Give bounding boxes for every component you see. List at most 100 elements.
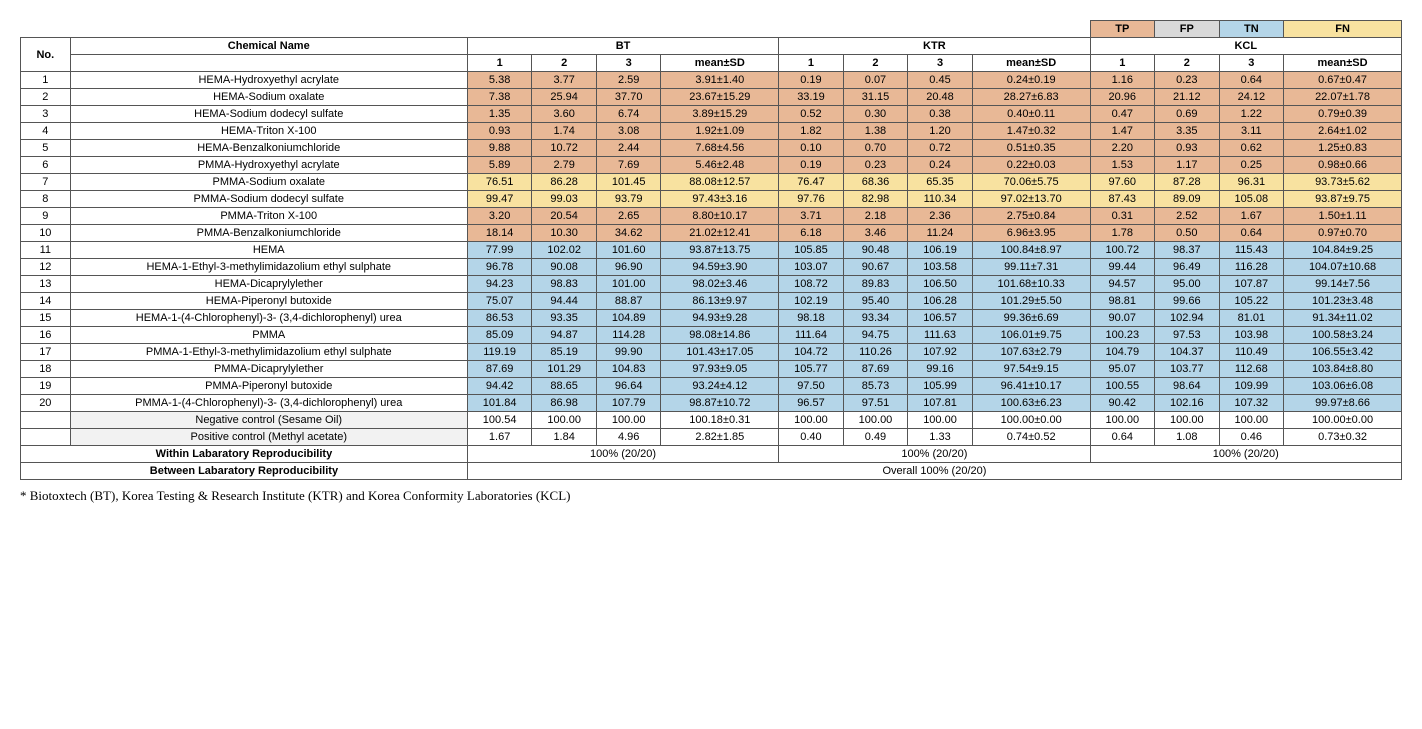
value-cell: 115.43 (1219, 242, 1284, 259)
chemical-name: PMMA-Benzalkoniumchloride (70, 225, 467, 242)
value-cell: 90.07 (1090, 310, 1155, 327)
value-cell: 99.90 (596, 344, 661, 361)
value-cell: 100.00 (596, 412, 661, 429)
value-cell: 102.02 (532, 242, 597, 259)
mean-sd: 93.87±9.75 (1284, 191, 1402, 208)
chemical-name: PMMA-Sodium dodecyl sulfate (70, 191, 467, 208)
mean-sd: 0.73±0.32 (1284, 429, 1402, 446)
value-cell: 97.76 (779, 191, 844, 208)
value-cell: 99.44 (1090, 259, 1155, 276)
value-cell: 103.07 (779, 259, 844, 276)
value-cell: 89.09 (1155, 191, 1220, 208)
value-cell: 0.70 (843, 140, 908, 157)
mean-sd: 104.84±9.25 (1284, 242, 1402, 259)
mean-sd: 97.54±9.15 (972, 361, 1090, 378)
mean-sd: 94.93±9.28 (661, 310, 779, 327)
value-cell: 31.15 (843, 89, 908, 106)
value-cell: 106.19 (908, 242, 973, 259)
value-cell: 95.40 (843, 293, 908, 310)
value-cell: 0.07 (843, 72, 908, 89)
table-row: 6PMMA-Hydroxyethyl acrylate5.892.797.695… (21, 157, 1402, 174)
value-cell: 34.62 (596, 225, 661, 242)
value-cell: 3.46 (843, 225, 908, 242)
value-cell: 2.52 (1155, 208, 1220, 225)
value-cell: 94.42 (467, 378, 532, 395)
value-cell: 98.37 (1155, 242, 1220, 259)
mean-sd: 6.96±3.95 (972, 225, 1090, 242)
value-cell: 105.08 (1219, 191, 1284, 208)
mean-sd: 98.08±14.86 (661, 327, 779, 344)
header-no: No. (21, 38, 71, 72)
value-cell: 93.35 (532, 310, 597, 327)
value-cell: 87.43 (1090, 191, 1155, 208)
mean-sd: 99.11±7.31 (972, 259, 1090, 276)
value-cell: 0.23 (1155, 72, 1220, 89)
chemical-name: HEMA-Sodium oxalate (70, 89, 467, 106)
value-cell: 99.47 (467, 191, 532, 208)
value-cell: 1.38 (843, 123, 908, 140)
mean-sd: 86.13±9.97 (661, 293, 779, 310)
table-row: 2HEMA-Sodium oxalate7.3825.9437.7023.67±… (21, 89, 1402, 106)
value-cell: 4.96 (596, 429, 661, 446)
value-cell: 85.19 (532, 344, 597, 361)
chemical-name: HEMA-Piperonyl butoxide (70, 293, 467, 310)
chemical-name: PMMA-Piperonyl butoxide (70, 378, 467, 395)
data-table: TP FP TN FN No. Chemical Name BT KTR KCL… (20, 20, 1402, 480)
value-cell: 100.00 (1219, 412, 1284, 429)
mean-sd: 0.67±0.47 (1284, 72, 1402, 89)
within-repro-row: Within Labaratory Reproducibility100% (2… (21, 446, 1402, 463)
value-cell: 0.10 (779, 140, 844, 157)
value-cell: 100.00 (779, 412, 844, 429)
header-sub: mean±SD (1284, 55, 1402, 72)
control-name: Negative control (Sesame Oil) (70, 412, 467, 429)
mean-sd: 101.43±17.05 (661, 344, 779, 361)
row-no: 12 (21, 259, 71, 276)
mean-sd: 1.92±1.09 (661, 123, 779, 140)
value-cell: 0.25 (1219, 157, 1284, 174)
chemical-name: HEMA-Sodium dodecyl sulfate (70, 106, 467, 123)
value-cell: 1.08 (1155, 429, 1220, 446)
control-name: Positive control (Methyl acetate) (70, 429, 467, 446)
mean-sd: 22.07±1.78 (1284, 89, 1402, 106)
between-repro-value: Overall 100% (20/20) (467, 463, 1401, 480)
value-cell: 107.81 (908, 395, 973, 412)
value-cell: 2.18 (843, 208, 908, 225)
mean-sd: 106.55±3.42 (1284, 344, 1402, 361)
control-row: Positive control (Methyl acetate)1.671.8… (21, 429, 1402, 446)
header-sub: 2 (1155, 55, 1220, 72)
value-cell: 18.14 (467, 225, 532, 242)
value-cell: 0.47 (1090, 106, 1155, 123)
header-row-1: No. Chemical Name BT KTR KCL (21, 38, 1402, 55)
mean-sd: 97.93±9.05 (661, 361, 779, 378)
row-no: 7 (21, 174, 71, 191)
mean-sd: 0.40±0.11 (972, 106, 1090, 123)
value-cell: 11.24 (908, 225, 973, 242)
row-no: 20 (21, 395, 71, 412)
row-no: 6 (21, 157, 71, 174)
header-sub: 3 (908, 55, 973, 72)
mean-sd: 0.74±0.52 (972, 429, 1090, 446)
chemical-name: HEMA-1-Ethyl-3-methylimidazolium ethyl s… (70, 259, 467, 276)
value-cell: 100.00 (532, 412, 597, 429)
value-cell: 99.03 (532, 191, 597, 208)
mean-sd: 106.01±9.75 (972, 327, 1090, 344)
value-cell: 6.18 (779, 225, 844, 242)
value-cell: 104.79 (1090, 344, 1155, 361)
mean-sd: 100.63±6.23 (972, 395, 1090, 412)
value-cell: 0.30 (843, 106, 908, 123)
value-cell: 106.28 (908, 293, 973, 310)
value-cell: 101.60 (596, 242, 661, 259)
value-cell: 102.19 (779, 293, 844, 310)
header-sub: 1 (1090, 55, 1155, 72)
table-row: 9PMMA-Triton X-1003.2020.542.658.80±10.1… (21, 208, 1402, 225)
mean-sd: 70.06±5.75 (972, 174, 1090, 191)
value-cell: 86.28 (532, 174, 597, 191)
mean-sd: 0.22±0.03 (972, 157, 1090, 174)
within-repro-value: 100% (20/20) (779, 446, 1090, 463)
value-cell: 1.84 (532, 429, 597, 446)
chemical-name: HEMA (70, 242, 467, 259)
value-cell: 21.12 (1155, 89, 1220, 106)
value-cell: 65.35 (908, 174, 973, 191)
value-cell: 3.08 (596, 123, 661, 140)
mean-sd: 28.27±6.83 (972, 89, 1090, 106)
